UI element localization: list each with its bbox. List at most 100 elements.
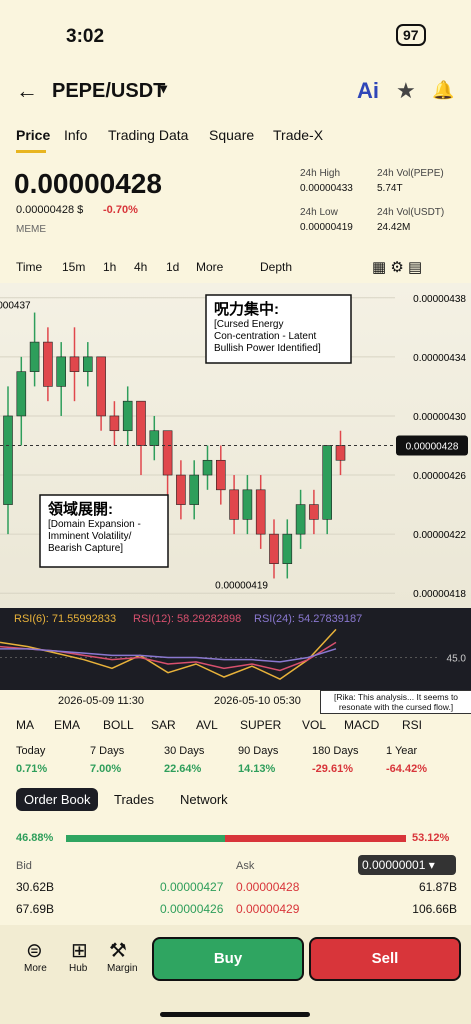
interval[interactable]: Depth bbox=[260, 260, 293, 274]
candle-body bbox=[16, 371, 27, 417]
indicator[interactable]: MACD bbox=[344, 718, 380, 732]
note: [Rika: This analysis... It seems to reso… bbox=[320, 690, 471, 714]
callout-text: [Cursed Energy Con-centration - Latent Bul… bbox=[214, 319, 321, 354]
candle-body bbox=[255, 489, 266, 535]
bid-price: 0.00000426 bbox=[160, 902, 224, 916]
alert-bell[interactable]: 🔔 bbox=[432, 80, 455, 100]
perf-label: 30 Days bbox=[164, 745, 205, 757]
book-tab[interactable]: Trades bbox=[114, 792, 154, 807]
interval[interactable]: 4h bbox=[134, 260, 148, 274]
perf-value: 0.71% bbox=[16, 763, 48, 775]
candle-body bbox=[202, 459, 213, 476]
indicator[interactable]: EMA bbox=[54, 718, 81, 732]
nav-icon[interactable]: ⚒ bbox=[109, 940, 127, 962]
rsi-line bbox=[0, 628, 337, 681]
nav-icon[interactable]: ⊜ bbox=[26, 940, 43, 962]
candle-body bbox=[43, 341, 53, 387]
stat-label: 24h Vol(PEPE) bbox=[377, 168, 444, 179]
stat-value: 24.42M bbox=[377, 222, 411, 233]
indicator[interactable]: AVL bbox=[196, 718, 218, 732]
step-select[interactable]: 0.00000001 ▾ bbox=[358, 855, 456, 875]
perf-value: 22.64% bbox=[164, 763, 202, 775]
tab[interactable]: Price bbox=[16, 127, 51, 143]
rsi-label: RSI(24): 54.27839187 bbox=[254, 613, 362, 625]
ratio-ask bbox=[225, 835, 406, 842]
perf-value: 14.13% bbox=[238, 763, 276, 775]
back-button[interactable]: ← bbox=[16, 78, 38, 103]
perf-label: 1 Year bbox=[386, 745, 418, 757]
candle-body bbox=[242, 489, 253, 520]
callout-box bbox=[205, 294, 352, 364]
pair-title[interactable]: PEPE/USDT bbox=[52, 80, 166, 102]
bid-ratio: 46.88% bbox=[16, 832, 54, 844]
indicator[interactable]: MA bbox=[16, 718, 34, 732]
y-tick-label: 0.00000422 bbox=[413, 530, 466, 541]
perf-value: -64.42% bbox=[386, 763, 427, 775]
interval[interactable]: More bbox=[196, 260, 224, 274]
perf-value: 7.00% bbox=[90, 763, 122, 775]
tab[interactable]: Trade-X bbox=[273, 127, 324, 143]
ai-button[interactable]: Ai bbox=[357, 78, 379, 103]
indicator[interactable]: SAR bbox=[151, 718, 176, 732]
bid-header: Bid bbox=[16, 860, 32, 872]
home-indicator bbox=[160, 1012, 310, 1017]
pair-dropdown[interactable]: ▾ bbox=[160, 80, 168, 96]
current-price-label: 0.00000428 bbox=[406, 442, 459, 453]
bid-qty: 30.62B bbox=[16, 880, 55, 894]
nav-label[interactable]: Hub bbox=[69, 963, 88, 974]
tab-indicator bbox=[16, 150, 46, 153]
candle-body bbox=[322, 445, 333, 520]
indicator[interactable]: RSI bbox=[402, 718, 423, 732]
callout-title: 呪力集中: bbox=[214, 300, 279, 318]
nav-icon[interactable]: ⊞ bbox=[71, 940, 88, 962]
bid-price: 0.00000427 bbox=[160, 880, 224, 894]
y-tick-label: 0.00000426 bbox=[413, 471, 466, 482]
ask-qty: 61.87B bbox=[418, 880, 457, 894]
stat-label: 24h Low bbox=[300, 207, 338, 218]
tab[interactable]: Square bbox=[209, 127, 255, 143]
sell-button[interactable]: Sell bbox=[309, 937, 461, 981]
perf-label: Today bbox=[16, 745, 46, 757]
buy-button[interactable]: Buy bbox=[152, 937, 304, 981]
indicator[interactable]: SUPER bbox=[240, 718, 282, 732]
stat-value: 0.00000433 bbox=[300, 183, 353, 194]
callout-text: [Domain Expansion -Imminent Volatility/B… bbox=[48, 519, 141, 554]
candle-body bbox=[56, 356, 67, 387]
indicator[interactable]: VOL bbox=[302, 718, 327, 732]
nav-label[interactable]: Margin bbox=[107, 963, 138, 974]
ratio-bid bbox=[66, 835, 226, 842]
rsi-tick-label: 45.0 bbox=[447, 654, 467, 665]
y-tick-label: 0.00000430 bbox=[413, 412, 466, 423]
date-label: 2026-05-10 05:30 bbox=[214, 695, 301, 707]
interval[interactable]: 15m bbox=[62, 260, 86, 274]
bid-qty: 67.69B bbox=[16, 902, 55, 916]
rsi-panel: RSI(6): 71.55992833 RSI(12): 58.29282898 R… bbox=[0, 608, 471, 690]
candle-body bbox=[282, 533, 293, 564]
nav-label[interactable]: More bbox=[24, 963, 47, 974]
book-tab[interactable]: Network bbox=[180, 792, 228, 807]
perf-value: -29.61% bbox=[312, 763, 353, 775]
interval[interactable]: 1h bbox=[103, 260, 117, 274]
book-tab[interactable]: Order Book bbox=[16, 788, 99, 811]
callout-box bbox=[39, 494, 169, 568]
interval[interactable]: 1d bbox=[166, 260, 180, 274]
tag: MEME bbox=[16, 224, 46, 235]
y-tick-label: 0.00000418 bbox=[413, 589, 466, 600]
last-price: 0.00000428 bbox=[14, 168, 162, 199]
chart-tools[interactable]: ▦ ⚙ ▤ bbox=[372, 259, 423, 276]
indicator[interactable]: BOLL bbox=[103, 718, 134, 732]
stat-label: 24h Vol(USDT) bbox=[377, 207, 445, 218]
favorite-star[interactable]: ★ bbox=[396, 78, 416, 103]
candle-body bbox=[335, 445, 346, 461]
current-price-box bbox=[396, 435, 468, 456]
ask-price: 0.00000428 bbox=[236, 880, 300, 894]
tab[interactable]: Trading Data bbox=[108, 127, 189, 143]
tab[interactable]: Info bbox=[64, 127, 88, 143]
candle-body bbox=[309, 504, 319, 520]
price-chart: 0.00000438 0.00000434 0.00000430 0.00000426… bbox=[0, 283, 471, 608]
stat-label: 24h High bbox=[300, 168, 341, 179]
candle-body bbox=[295, 504, 306, 535]
interval[interactable]: Time bbox=[16, 260, 43, 274]
candle-body bbox=[69, 356, 80, 372]
